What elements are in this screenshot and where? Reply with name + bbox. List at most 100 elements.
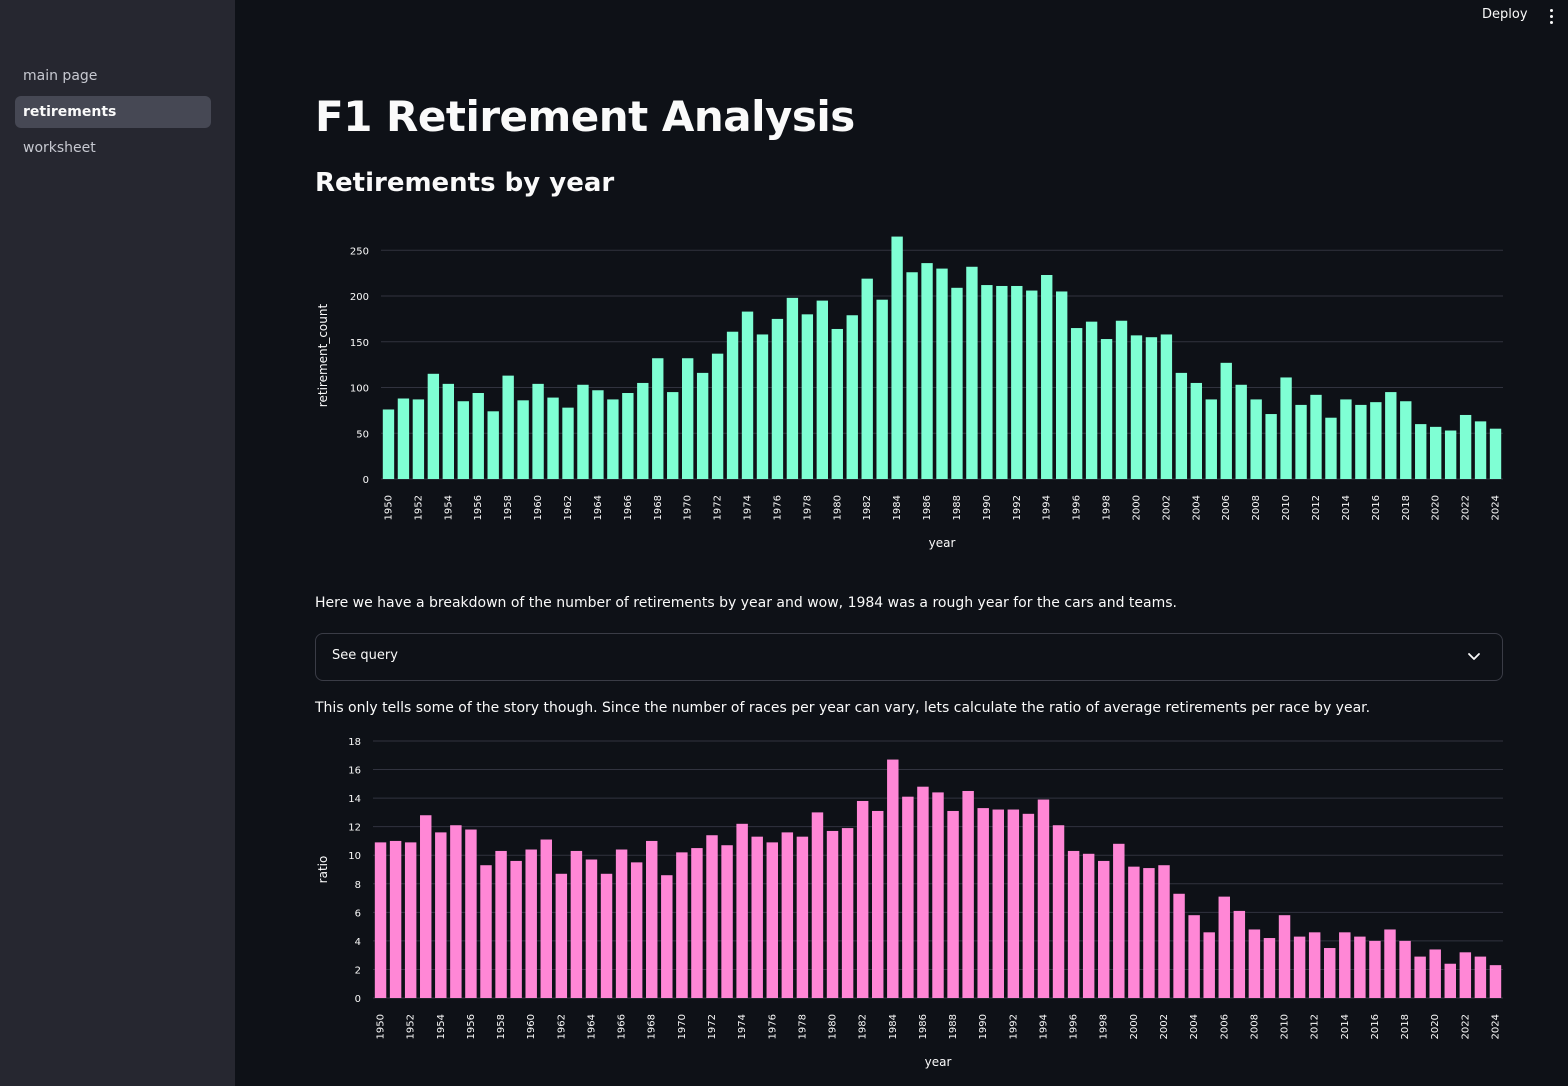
sidebar-item-worksheet[interactable]: worksheet [23, 140, 96, 156]
bar-1955[interactable] [457, 401, 469, 479]
bar-2011[interactable] [1295, 404, 1307, 479]
bar-1963[interactable] [577, 384, 589, 479]
bar-1970[interactable] [676, 852, 688, 998]
bar-1956[interactable] [472, 393, 484, 479]
bar-1981[interactable] [846, 315, 858, 479]
bar-2014[interactable] [1339, 932, 1351, 998]
bar-2000[interactable] [1130, 335, 1143, 479]
bar-1961[interactable] [540, 839, 552, 998]
bar-1998[interactable] [1100, 339, 1113, 479]
bar-2004[interactable] [1190, 382, 1203, 479]
bar-1974[interactable] [741, 311, 754, 479]
bar-2002[interactable] [1160, 334, 1173, 479]
bar-1966[interactable] [622, 393, 634, 479]
bar-1987[interactable] [936, 268, 948, 479]
bar-1952[interactable] [404, 842, 417, 998]
bar-1957[interactable] [480, 865, 492, 998]
bar-2005[interactable] [1205, 399, 1217, 479]
bar-1973[interactable] [721, 845, 733, 998]
bar-2017[interactable] [1385, 392, 1397, 479]
bar-2002[interactable] [1158, 865, 1170, 998]
bar-2007[interactable] [1235, 384, 1247, 479]
bar-1977[interactable] [781, 832, 794, 998]
bar-2001[interactable] [1145, 337, 1158, 479]
bar-2021[interactable] [1444, 430, 1457, 479]
bar-1969[interactable] [667, 392, 679, 479]
bar-2010[interactable] [1280, 377, 1292, 479]
bar-2024[interactable] [1489, 428, 1502, 479]
bar-2010[interactable] [1278, 915, 1291, 998]
bar-2003[interactable] [1175, 372, 1188, 479]
bar-1951[interactable] [389, 840, 402, 998]
bar-1965[interactable] [607, 399, 619, 479]
bar-1992[interactable] [1007, 809, 1020, 998]
bar-1963[interactable] [570, 850, 583, 998]
bar-1959[interactable] [517, 400, 529, 479]
bar-1955[interactable] [450, 825, 462, 998]
bar-1991[interactable] [992, 809, 1004, 998]
bar-2015[interactable] [1355, 404, 1367, 479]
bar-1950[interactable] [374, 842, 387, 998]
bar-1953[interactable] [427, 373, 440, 479]
bar-1951[interactable] [397, 398, 410, 479]
bar-1975[interactable] [756, 334, 769, 479]
bar-1980[interactable] [826, 830, 839, 998]
bar-1997[interactable] [1085, 321, 1098, 479]
bar-1968[interactable] [652, 358, 664, 479]
sidebar-item-main-page[interactable]: main page [23, 68, 98, 84]
bar-1993[interactable] [1026, 290, 1038, 479]
bar-1966[interactable] [615, 849, 628, 998]
bar-1999[interactable] [1113, 843, 1125, 998]
bar-2022[interactable] [1459, 414, 1472, 479]
bar-1985[interactable] [902, 796, 914, 998]
bar-1967[interactable] [630, 862, 643, 998]
bar-1954[interactable] [442, 383, 455, 479]
bar-2001[interactable] [1143, 868, 1155, 998]
bar-1999[interactable] [1115, 320, 1128, 479]
bar-1975[interactable] [751, 836, 763, 998]
bar-2008[interactable] [1248, 929, 1261, 998]
bar-1991[interactable] [996, 285, 1008, 479]
bar-1990[interactable] [981, 285, 993, 479]
bar-2017[interactable] [1384, 929, 1396, 998]
bar-1977[interactable] [786, 297, 799, 479]
bar-1982[interactable] [856, 800, 869, 998]
bar-2022[interactable] [1459, 952, 1472, 998]
bar-1988[interactable] [951, 287, 963, 479]
bar-2023[interactable] [1474, 421, 1487, 479]
bar-1956[interactable] [465, 829, 477, 998]
bar-1958[interactable] [495, 850, 507, 998]
bar-2024[interactable] [1489, 965, 1502, 998]
bar-1995[interactable] [1052, 825, 1065, 998]
bar-2003[interactable] [1173, 893, 1185, 998]
bar-2012[interactable] [1310, 394, 1322, 479]
bar-2021[interactable] [1444, 963, 1456, 998]
bar-2023[interactable] [1474, 956, 1487, 998]
bar-1984[interactable] [887, 759, 899, 998]
bar-1957[interactable] [487, 411, 499, 479]
bar-1978[interactable] [801, 314, 814, 479]
sidebar-item-retirements[interactable]: retirements [15, 96, 211, 128]
deploy-button[interactable]: Deploy [1482, 7, 1528, 22]
bar-1970[interactable] [681, 358, 694, 479]
vertical-ellipsis-icon[interactable] [1543, 4, 1559, 26]
bar-2018[interactable] [1399, 940, 1411, 998]
bar-1997[interactable] [1082, 853, 1095, 998]
bar-2016[interactable] [1369, 940, 1381, 998]
bar-2019[interactable] [1414, 956, 1426, 998]
bar-1979[interactable] [811, 812, 824, 998]
bar-2013[interactable] [1324, 948, 1336, 998]
bar-2015[interactable] [1354, 936, 1366, 998]
bar-1994[interactable] [1037, 799, 1050, 998]
bar-1984[interactable] [891, 236, 903, 479]
bar-1960[interactable] [525, 849, 537, 998]
bar-1965[interactable] [600, 873, 613, 998]
bar-1980[interactable] [831, 328, 843, 479]
bar-1968[interactable] [646, 840, 658, 998]
bar-1976[interactable] [771, 318, 784, 479]
bar-2006[interactable] [1218, 896, 1230, 998]
bar-2000[interactable] [1128, 866, 1140, 998]
bar-1952[interactable] [412, 399, 425, 479]
bar-1992[interactable] [1011, 285, 1023, 479]
bar-2018[interactable] [1400, 401, 1412, 479]
